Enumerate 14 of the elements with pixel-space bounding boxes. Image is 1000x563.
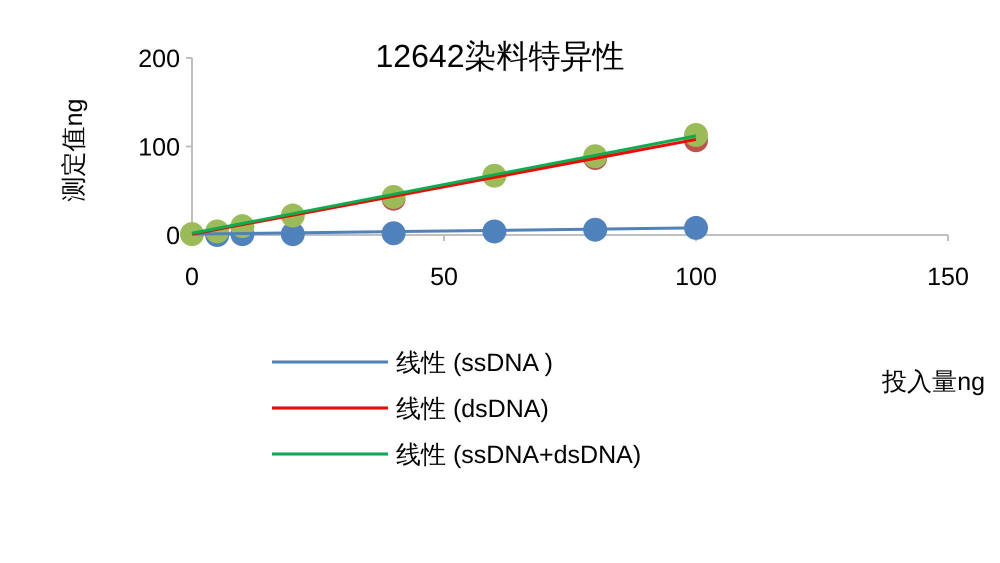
y-tick-label: 0 — [166, 222, 180, 250]
x-tick-label: 150 — [927, 263, 969, 291]
x-tick-label: 50 — [430, 263, 458, 291]
x-tick-label: 0 — [185, 263, 199, 291]
x-tick-label: 100 — [675, 263, 717, 291]
y-axis-title: 测定值ng — [60, 98, 88, 202]
y-tick-label: 200 — [138, 45, 180, 73]
chart-title: 12642染料特异性 — [376, 38, 624, 74]
point — [684, 216, 708, 240]
y-tick-label: 100 — [138, 134, 180, 162]
legend-label: 线性 (ssDNA ) — [396, 349, 553, 377]
x-axis-title: 投入量ng — [881, 368, 985, 396]
legend-label: 线性 (ssDNA+dsDNA) — [396, 441, 642, 469]
legend-label: 线性 (dsDNA) — [396, 395, 549, 423]
